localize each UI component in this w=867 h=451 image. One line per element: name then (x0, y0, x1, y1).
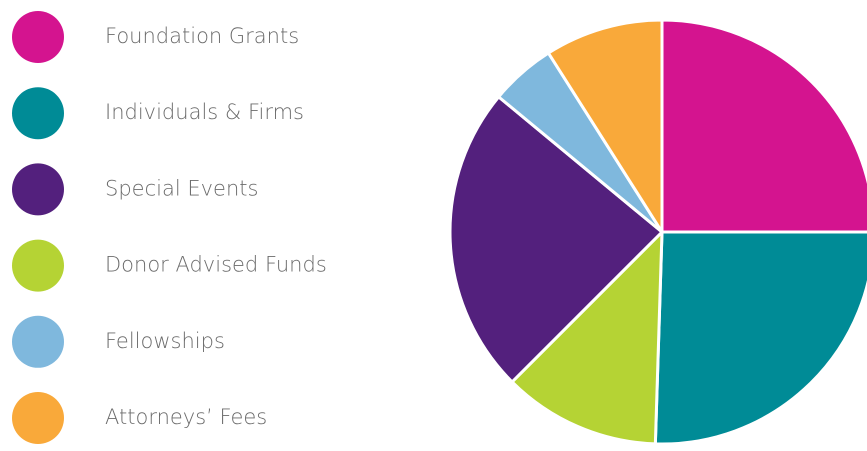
legend-swatch (12, 163, 64, 216)
legend-label: Attorneys’ Fees (105, 405, 267, 429)
pie-slice (653, 230, 867, 446)
legend-swatch (12, 392, 64, 444)
legend-label: Individuals & Firms (105, 100, 304, 124)
pie-slice (510, 230, 664, 446)
legend-swatch (12, 315, 64, 368)
pie-slice (448, 95, 664, 384)
pie-slice (660, 18, 867, 234)
pie-slice (546, 18, 664, 234)
legend-label: Donor Advised Funds (105, 253, 327, 277)
legend-label: Fellowships (105, 329, 225, 353)
legend-label: Foundation Grants (105, 24, 299, 48)
legend-label: Special Events (105, 176, 258, 200)
legend-swatch (12, 11, 64, 63)
legend-swatch (12, 239, 64, 292)
legend-swatch (12, 87, 64, 140)
